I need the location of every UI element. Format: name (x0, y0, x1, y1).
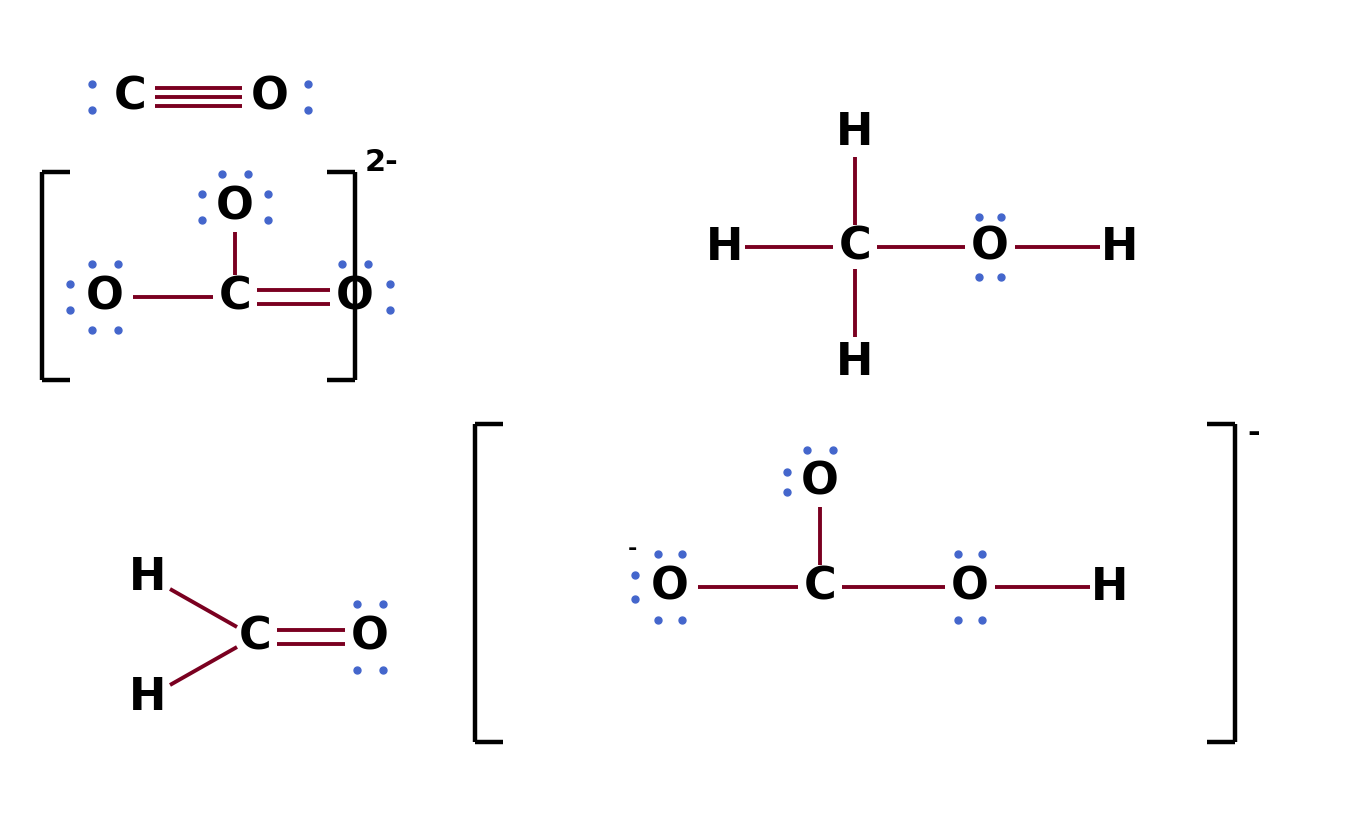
Text: O: O (351, 616, 389, 658)
Text: H: H (1091, 566, 1128, 608)
Text: O: O (251, 76, 289, 118)
Text: O: O (651, 566, 689, 608)
Text: O: O (86, 275, 124, 319)
Text: C: C (839, 225, 872, 269)
Text: C: C (113, 76, 146, 118)
Text: O: O (336, 275, 374, 319)
Text: C: C (803, 566, 836, 608)
Text: H: H (836, 340, 874, 384)
Text: H: H (836, 111, 874, 153)
Text: H: H (130, 556, 166, 598)
Text: -: - (627, 539, 637, 559)
Text: -: - (1247, 419, 1259, 448)
Text: O: O (801, 460, 839, 503)
Text: C: C (239, 616, 271, 658)
Text: H: H (1101, 225, 1139, 269)
Text: H: H (130, 676, 166, 719)
Text: 2-: 2- (366, 147, 398, 176)
Text: O: O (951, 566, 989, 608)
Text: C: C (218, 275, 251, 319)
Text: O: O (971, 225, 1009, 269)
Text: O: O (216, 186, 254, 229)
Text: H: H (707, 225, 743, 269)
